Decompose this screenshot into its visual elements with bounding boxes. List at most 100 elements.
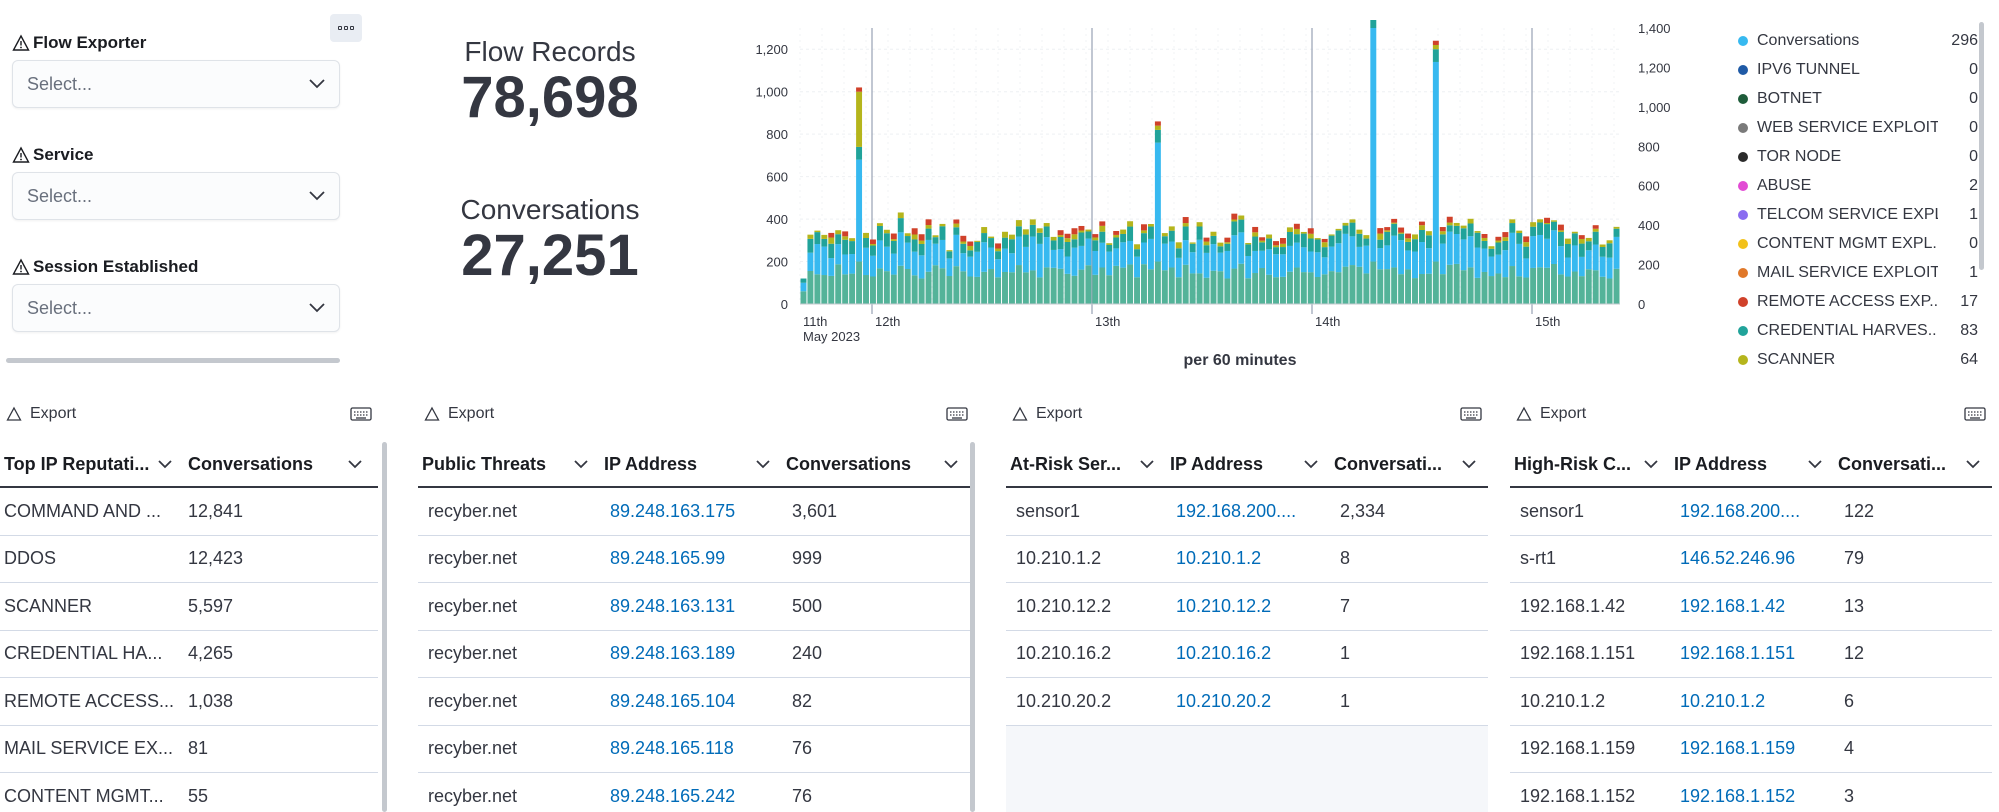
chart-bar-segment: [1530, 267, 1537, 304]
chart-bar-segment: [1523, 246, 1530, 259]
chart-bar-segment: [1314, 276, 1321, 304]
chart-bar-segment: [1078, 269, 1085, 304]
chevron-down-icon[interactable]: [1462, 459, 1476, 469]
chart-bar-segment: [1120, 229, 1127, 234]
column-header[interactable]: Top IP Reputati...: [0, 454, 184, 475]
column-header[interactable]: IP Address: [1166, 454, 1330, 475]
chart-bar-segment: [1349, 219, 1356, 223]
chart-bar-segment: [883, 246, 890, 272]
legend-item[interactable]: REMOTE ACCESS EXP... 17: [1738, 287, 1978, 316]
chart-bar-segment: [995, 251, 1002, 260]
ip-address-link[interactable]: 192.168.1.151: [1680, 643, 1796, 664]
ip-address-link[interactable]: 10.210.12.2: [1176, 595, 1272, 616]
controls-options-button[interactable]: [330, 14, 362, 42]
table-cell: 500: [792, 595, 823, 616]
ip-address-link[interactable]: 89.248.165.118: [610, 738, 734, 759]
column-header[interactable]: IP Address: [1670, 454, 1834, 475]
legend-item[interactable]: SCANNER 64: [1738, 345, 1978, 374]
chart-bar-segment: [981, 233, 988, 243]
chevron-down-icon[interactable]: [1644, 459, 1658, 469]
column-header[interactable]: Public Threats: [418, 454, 600, 475]
chart-bar-segment: [1113, 265, 1120, 304]
ip-address-link[interactable]: 89.248.165.99: [610, 548, 726, 569]
legend-item[interactable]: Conversations 296: [1738, 26, 1978, 55]
ip-address-link[interactable]: 192.168.200....: [1680, 500, 1801, 521]
ip-address-link[interactable]: 89.248.165.242: [610, 785, 736, 806]
export-button[interactable]: Export: [1012, 405, 1082, 423]
column-header[interactable]: At-Risk Ser...: [1006, 454, 1166, 475]
ip-address-link[interactable]: 10.210.1.2: [1176, 548, 1262, 569]
chevron-down-icon[interactable]: [574, 459, 588, 469]
ip-address-link[interactable]: 89.248.163.175: [610, 500, 736, 521]
ip-address-link[interactable]: 192.168.1.42: [1680, 595, 1786, 616]
table-scrollbar[interactable]: [382, 442, 387, 812]
chart-bar-segment: [1043, 267, 1050, 304]
column-header[interactable]: Conversati...: [1330, 454, 1488, 475]
legend-item[interactable]: ABUSE 2: [1738, 171, 1978, 200]
export-button[interactable]: Export: [1516, 405, 1586, 423]
ip-address-link[interactable]: 146.52.246.96: [1680, 548, 1796, 569]
legend-scrollbar[interactable]: [1979, 22, 1984, 270]
table-cell: sensor1: [1520, 500, 1585, 521]
chart-bar-segment: [1078, 230, 1085, 233]
chart-bar-segment: [1551, 220, 1557, 222]
table-scrollbar[interactable]: [970, 442, 975, 812]
ip-address-link[interactable]: 192.168.1.159: [1680, 738, 1796, 759]
horizontal-scrollbar[interactable]: [6, 358, 340, 363]
chevron-down-icon[interactable]: [1966, 459, 1980, 469]
legend-item[interactable]: MAIL SERVICE EXPLOIT 1: [1738, 258, 1978, 287]
chevron-down-icon[interactable]: [756, 459, 770, 469]
legend-item[interactable]: WEB SERVICE EXPLOIT 0: [1738, 113, 1978, 142]
ip-address-link[interactable]: 10.210.1.2: [1680, 690, 1766, 711]
chevron-down-icon[interactable]: [348, 459, 362, 469]
chart-bar-segment: [1085, 229, 1092, 232]
chart-bar-segment: [1210, 244, 1217, 271]
keyboard-icon[interactable]: [1460, 406, 1482, 422]
export-button[interactable]: Export: [6, 405, 76, 423]
ip-address-link[interactable]: 10.210.16.2: [1176, 643, 1272, 664]
legend-item[interactable]: TOR NODE 0: [1738, 142, 1978, 171]
chart-bar-segment: [1008, 253, 1015, 273]
keyboard-icon[interactable]: [350, 406, 372, 422]
legend-item[interactable]: BOTNET 0: [1738, 84, 1978, 113]
chart-bar-segment: [1564, 243, 1571, 258]
chevron-down-icon[interactable]: [158, 459, 172, 469]
chart-bar-segment: [1578, 243, 1585, 257]
chart-bar-segment: [967, 241, 974, 246]
column-header[interactable]: Conversations: [782, 454, 970, 475]
ip-address-link[interactable]: 89.248.165.104: [610, 690, 736, 711]
ip-address-link[interactable]: 89.248.163.131: [610, 595, 736, 616]
ip-address-link[interactable]: 10.210.20.2: [1176, 690, 1272, 711]
chevron-down-icon: [309, 191, 325, 201]
service-select[interactable]: Select...: [12, 172, 340, 220]
chart-bar-segment: [1141, 224, 1147, 231]
ip-address-link[interactable]: 192.168.1.152: [1680, 785, 1796, 806]
column-header[interactable]: High-Risk C...: [1510, 454, 1670, 475]
session-established-select[interactable]: Select...: [12, 284, 340, 332]
chevron-down-icon[interactable]: [1140, 459, 1154, 469]
column-header[interactable]: Conversations: [184, 454, 374, 475]
column-header[interactable]: IP Address: [600, 454, 782, 475]
ip-address-link[interactable]: 89.248.163.189: [610, 643, 736, 664]
keyboard-icon[interactable]: [946, 406, 968, 422]
legend-swatch-icon: [1738, 296, 1748, 307]
export-button[interactable]: Export: [424, 405, 494, 423]
legend-item[interactable]: TELCOM SERVICE EXPL... 1: [1738, 200, 1978, 229]
chart-bar-segment: [1293, 228, 1300, 235]
panel-header: Export: [0, 396, 378, 432]
chevron-down-icon[interactable]: [1304, 459, 1318, 469]
keyboard-icon[interactable]: [1964, 406, 1986, 422]
ip-address-link[interactable]: 192.168.200....: [1176, 500, 1297, 521]
legend-item[interactable]: CREDENTIAL HARVES... 83: [1738, 316, 1978, 345]
y-left-tick-label: 0: [781, 297, 788, 312]
legend-item[interactable]: IPV6 TUNNEL 0: [1738, 55, 1978, 84]
chevron-down-icon[interactable]: [944, 459, 958, 469]
chart-bar-segment: [1377, 228, 1384, 234]
column-header[interactable]: Conversati...: [1834, 454, 1992, 475]
chart-bar-segment: [1071, 239, 1078, 248]
flow-exporter-select[interactable]: Select...: [12, 60, 340, 108]
chart-bar-segment: [1168, 267, 1175, 304]
legend-item[interactable]: CONTENT MGMT EXPL... 0: [1738, 229, 1978, 258]
table-cell: 1: [1340, 690, 1351, 711]
chevron-down-icon[interactable]: [1808, 459, 1822, 469]
